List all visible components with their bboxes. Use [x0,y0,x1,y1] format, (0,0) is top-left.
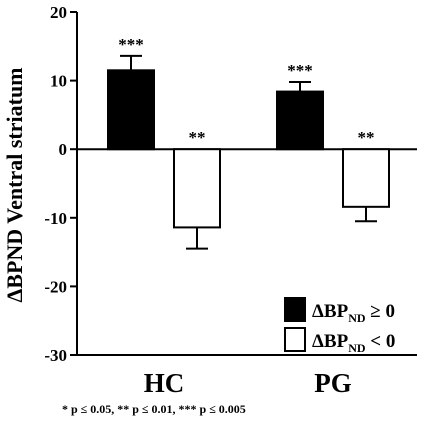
significance-footnote: * p ≤ 0.05, ** p ≤ 0.01, *** p ≤ 0.005 [62,402,246,416]
significance-label: ** [358,128,375,147]
y-tick-label: 0 [59,140,68,159]
y-tick-label: -20 [44,277,67,296]
y-axis: 20 10 0 -10 -20 -30 [44,3,78,365]
significance-label: ** [189,128,206,147]
significance-labels: ********** [118,35,374,147]
y-tick-label: -30 [44,346,67,365]
significance-label: *** [287,61,313,80]
y-tick-label: 10 [50,72,67,91]
y-axis-label: ΔBPND Ventral striatum [2,67,27,302]
legend-swatch [284,327,306,352]
category-label-pg: PG [314,368,352,398]
category-labels: HC PG [144,368,352,398]
bars [107,54,390,250]
bar-hc-negative [173,148,221,229]
bar-pg-negative [342,148,390,208]
y-tick-label: -10 [44,209,67,228]
y-tick-label: 20 [50,3,67,22]
bar-hc-positive [107,69,155,151]
legend-label: ΔBPND < 0 [312,331,395,355]
legend: ΔBPND ≥ 0 ΔBPND < 0 [284,297,395,355]
significance-label: *** [118,35,144,54]
legend-swatch [284,297,306,322]
legend-label: ΔBPND ≥ 0 [312,301,395,325]
category-label-hc: HC [144,368,185,398]
bar-pg-positive [276,90,324,151]
